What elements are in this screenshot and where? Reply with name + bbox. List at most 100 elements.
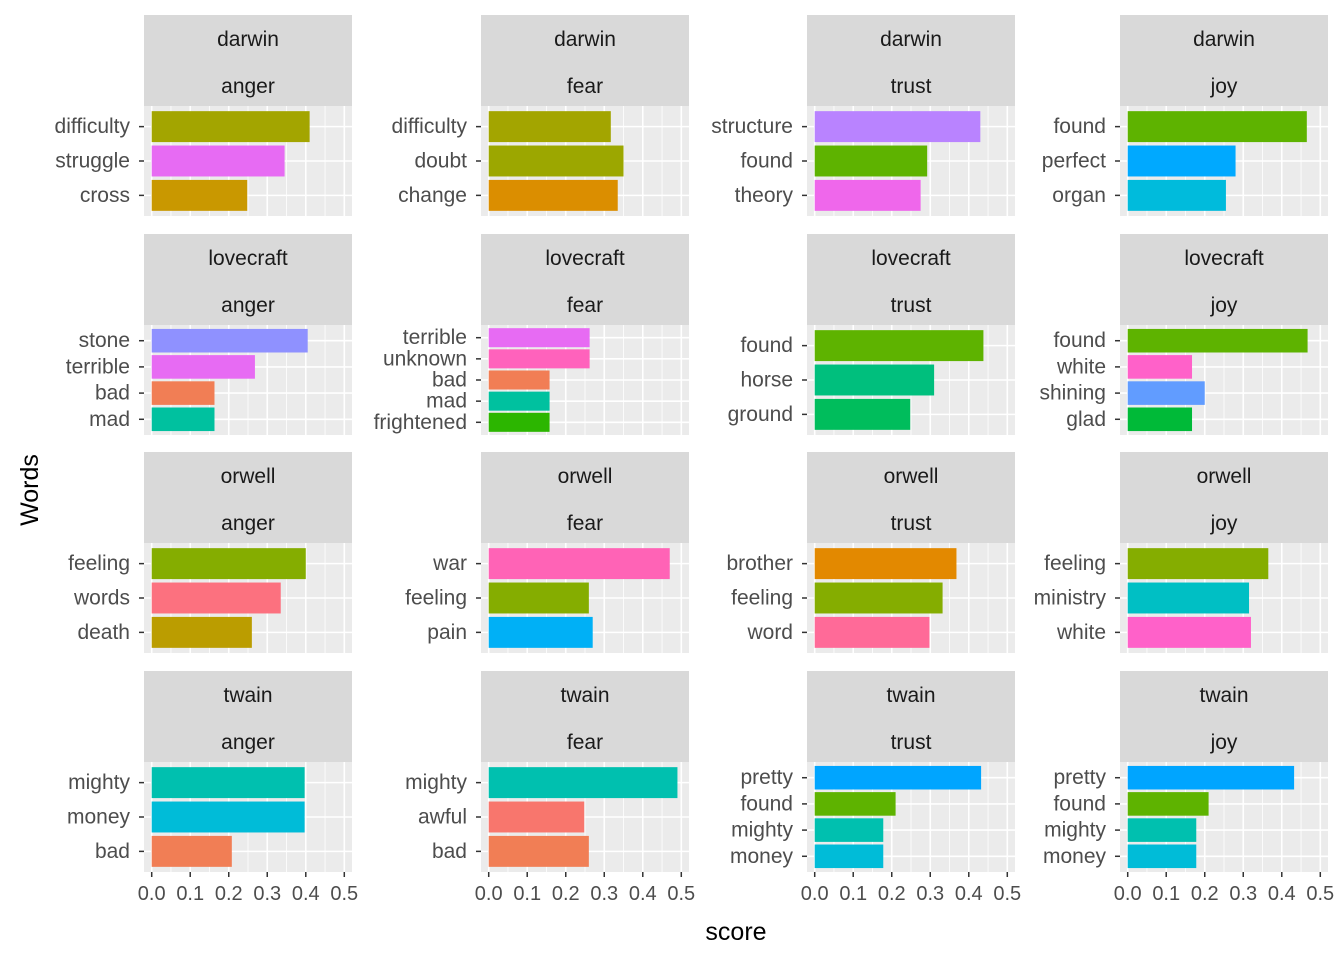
y-tick-label: pretty [1053, 766, 1106, 789]
facet-strip [807, 452, 1015, 543]
strip-author-label: darwin [880, 28, 942, 51]
facet-strip [1120, 234, 1328, 325]
strip-author-label: lovecraft [871, 247, 951, 270]
bar [814, 844, 884, 869]
facet-strip [807, 15, 1015, 106]
y-tick-label: found [1053, 329, 1106, 352]
strip-sentiment-label: trust [891, 75, 932, 98]
bar [151, 145, 285, 177]
y-tick-label: found [740, 334, 793, 357]
strip-author-label: twain [1199, 684, 1248, 707]
bar [488, 179, 618, 211]
y-tick-label: pretty [740, 766, 793, 789]
bar [814, 818, 884, 842]
bar [1127, 145, 1236, 177]
strip-sentiment-label: trust [891, 512, 932, 535]
y-tick-label: terrible [66, 355, 130, 378]
x-tick-label: 0.3 [253, 883, 281, 905]
strip-author-label: lovecraft [545, 247, 625, 270]
x-tick-label: 0.1 [839, 883, 867, 905]
y-tick-label: white [1056, 355, 1106, 378]
facet-panel: darwin anger difficulty struggle cross [55, 15, 352, 216]
facet-strip [481, 234, 689, 325]
y-tick-label: structure [711, 115, 793, 138]
y-tick-label: perfect [1042, 150, 1106, 173]
strip-author-label: darwin [554, 28, 616, 51]
x-tick-label: 0.5 [667, 883, 695, 905]
facet-strip [481, 15, 689, 106]
y-tick-label: difficulty [55, 115, 131, 138]
strip-sentiment-label: anger [221, 75, 275, 98]
y-tick-label: found [740, 792, 793, 815]
x-tick-label: 0.3 [916, 883, 944, 905]
y-tick-label: feeling [68, 552, 130, 575]
strip-sentiment-label: anger [221, 512, 275, 535]
bar [151, 582, 281, 614]
y-tick-label: words [73, 587, 130, 610]
facet-panel: twain fear mighty awful bad 0.0 0.1 0.2 0.3 0.4 0.… [405, 671, 695, 905]
facet-strip [481, 671, 689, 762]
strip-sentiment-label: joy [1210, 294, 1238, 317]
facet-panel: twain trust pretty found mighty money 0.0 0.1 0.… [730, 671, 1021, 905]
x-tick-label: 0.4 [1268, 883, 1296, 905]
x-tick-label: 0.4 [629, 883, 657, 905]
x-tick-label: 0.0 [475, 883, 503, 905]
strip-sentiment-label: joy [1210, 75, 1238, 98]
y-tick-label: organ [1052, 184, 1106, 207]
facet-panel: twain joy pretty found mighty money 0.0 0.1 0.2 0… [1043, 671, 1334, 905]
y-tick-label: money [730, 845, 794, 868]
bar [1127, 616, 1251, 648]
bar [151, 355, 255, 379]
y-axis-title: Words [16, 454, 44, 526]
bar [488, 391, 550, 411]
y-tick-label: glad [1066, 408, 1106, 431]
facet-panel: orwell joy feeling ministry white [1034, 452, 1328, 653]
bar [151, 179, 248, 211]
y-tick-label: bad [95, 840, 130, 863]
facet-panel: orwell trust brother feeling word [726, 452, 1015, 653]
strip-sentiment-label: anger [221, 731, 275, 754]
x-tick-label: 0.0 [138, 883, 166, 905]
y-tick-label: money [1043, 845, 1107, 868]
bar [488, 328, 590, 348]
strip-author-label: twain [886, 684, 935, 707]
y-tick-label: found [1053, 792, 1106, 815]
y-tick-label: mighty [731, 819, 793, 842]
y-tick-label: ministry [1034, 587, 1107, 610]
bar [151, 767, 305, 799]
bar [151, 835, 232, 867]
bar [1127, 818, 1197, 842]
x-axis-title: score [705, 918, 766, 946]
strip-author-label: orwell [884, 465, 939, 488]
bar [1127, 582, 1250, 614]
strip-sentiment-label: trust [891, 731, 932, 754]
y-tick-label: bad [432, 840, 467, 863]
strip-sentiment-label: anger [221, 294, 275, 317]
strip-author-label: darwin [217, 28, 279, 51]
y-tick-label: word [746, 621, 793, 644]
y-tick-label: struggle [55, 150, 130, 173]
bar [814, 398, 911, 430]
bar [488, 767, 678, 799]
facet-panel: darwin fear difficulty doubt change [392, 15, 689, 216]
facet-panel: twain anger mighty money bad 0.0 0.1 0.2 0.3 0.4 0… [67, 671, 358, 905]
y-tick-label: frightened [374, 411, 467, 434]
x-tick-label: 0.2 [552, 883, 580, 905]
y-tick-label: shining [1039, 382, 1106, 405]
y-tick-label: bad [432, 369, 467, 392]
y-tick-label: terrible [403, 326, 467, 349]
bar [1127, 381, 1205, 405]
bar [488, 616, 593, 648]
facet-panel: lovecraft joy found white shining glad [1039, 234, 1328, 435]
y-tick-label: mighty [1044, 819, 1106, 842]
facet-strip [1120, 15, 1328, 106]
panels-layer: darwinangerdifficultystrugglecrossdarwin… [55, 15, 1334, 905]
y-tick-label: feeling [405, 587, 467, 610]
facet-strip [807, 671, 1015, 762]
y-tick-label: ground [728, 403, 793, 426]
y-tick-label: mad [426, 390, 467, 413]
y-tick-label: war [432, 552, 467, 575]
x-tick-label: 0.3 [1229, 883, 1257, 905]
bar [488, 370, 550, 390]
bar [1127, 407, 1193, 432]
